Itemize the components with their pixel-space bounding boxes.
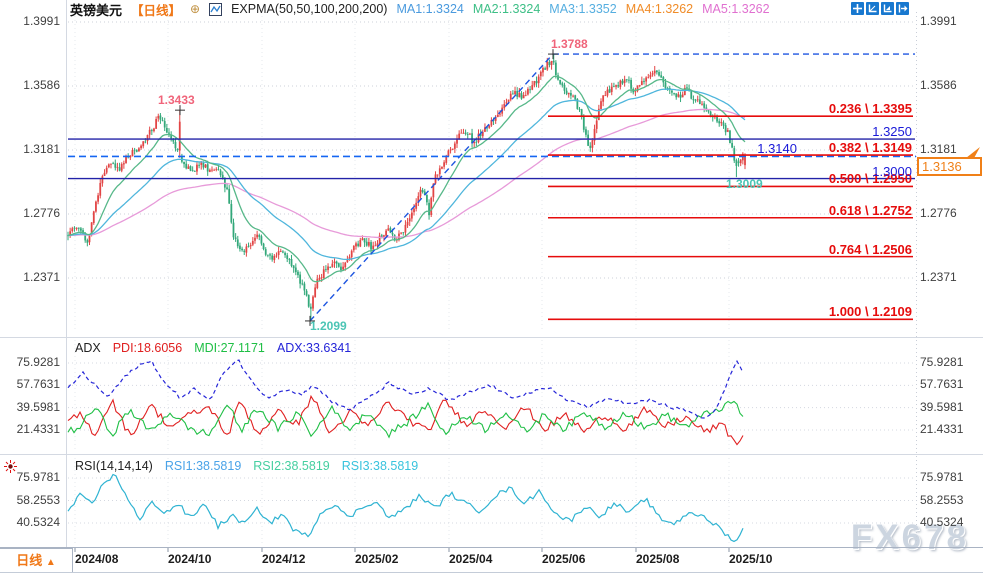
indicator-chart-icon[interactable] — [209, 2, 223, 16]
annotation-major-high: 1.3788 — [551, 37, 588, 51]
main-y-axis-label-left: 1.3586 — [23, 77, 60, 92]
annotation-recent-low: 1.3009 — [726, 177, 763, 191]
adx-value: ADX:33.6341 — [276, 341, 352, 355]
x-axis-label: 2025/10 — [729, 552, 773, 566]
rsi-y-axis-label-left: 58.2553 — [16, 492, 60, 507]
adx-y-axis-label-left: 57.7631 — [16, 377, 60, 392]
x-axis-label: 2025/04 — [449, 552, 493, 566]
adx-y-axis-label-left: 75.9281 — [16, 354, 60, 369]
chart-header: 英镑美元 【日线】 ⊕ EXPMA(50,50,100,200,200) MA1… — [70, 1, 770, 18]
rsi-title[interactable]: RSI(14,14,14) — [75, 459, 153, 473]
indicator-settings-icon[interactable] — [3, 459, 18, 474]
current-price-box: 1.3136 — [917, 157, 982, 176]
main-y-axis-label-left: 1.3181 — [23, 141, 60, 156]
main-y-axis-label-right: 1.3991 — [920, 14, 957, 28]
adx-y-axis-label-right: 57.7631 — [920, 377, 964, 392]
circle-plus-icon[interactable]: ⊕ — [190, 2, 201, 16]
fib-level-label: 0.500 \ 1.2950 — [828, 171, 912, 186]
axis-fit-icon[interactable] — [881, 2, 894, 15]
annotation-major-low: 1.2099 — [310, 319, 347, 333]
rsi3-value: RSI3:38.5819 — [341, 459, 419, 473]
main-y-axis-label-left: 1.2776 — [23, 205, 60, 220]
crosshair-move-icon[interactable] — [851, 2, 864, 15]
adx-y-axis-label-left: 21.4331 — [16, 422, 60, 436]
fib-level-label: 0.618 \ 1.2752 — [828, 203, 912, 218]
rsi-y-axis-label-left: 40.5324 — [16, 515, 60, 529]
adx-y-axis-label-left: 39.5981 — [16, 399, 60, 414]
price-line-label: 1.3250 — [872, 124, 912, 139]
x-axis-label: 2025/08 — [636, 552, 680, 566]
fib-level-label: 0.382 \ 1.3149 — [828, 140, 912, 155]
ma2-value: MA2:1.3324 — [472, 2, 541, 16]
pdi-value: PDI:18.6056 — [112, 341, 183, 355]
x-axis-label: 2025/06 — [542, 552, 586, 566]
fib-level-label: 0.236 \ 1.3395 — [828, 101, 912, 116]
x-axis-label: 2024/08 — [75, 552, 119, 566]
ma5-value: MA5:1.3262 — [702, 2, 770, 16]
indicator-name[interactable]: EXPMA(50,50,100,200,200) — [231, 2, 388, 16]
ma4-value: MA4:1.3262 — [625, 2, 694, 16]
chart-toolbar — [851, 2, 909, 15]
symbol-name: 英镑美元 — [70, 2, 123, 18]
main-y-axis-label-left: 1.2371 — [23, 269, 60, 284]
mdi-value: MDI:27.1171 — [194, 341, 265, 355]
ma1-value: MA1:1.3324 — [396, 2, 464, 16]
main-y-axis-label-left: 1.3991 — [23, 14, 60, 28]
annotation-high: 1.3433 — [158, 93, 195, 107]
watermark: FX678 — [850, 518, 969, 557]
adx-panel-header: ADX PDI:18.6056 MDI:27.1171 ADX:33.6341 — [75, 341, 351, 355]
fib-level-label: 1.000 \ 1.2109 — [828, 304, 912, 319]
pan-right-icon[interactable] — [896, 2, 909, 15]
price-line-label: 1.3000 — [872, 164, 912, 179]
main-y-axis-label-right: 1.3181 — [920, 141, 957, 156]
rsi-y-axis-label-right: 58.2553 — [920, 492, 964, 507]
fib-level-label: 0.764 \ 1.2506 — [828, 242, 912, 257]
tab-daily-label: 日线 — [16, 553, 43, 568]
rsi2-value: RSI2:38.5819 — [253, 459, 330, 473]
rsi-y-axis-label-right: 40.5324 — [920, 515, 964, 529]
tab-arrow-icon: ▲ — [45, 557, 56, 568]
rsi1-value: RSI1:38.5819 — [164, 459, 242, 473]
x-axis-label: 2024/10 — [168, 552, 212, 566]
ma3-value: MA3:1.3352 — [549, 2, 617, 16]
adx-title[interactable]: ADX — [75, 341, 101, 355]
rsi-panel-header: RSI(14,14,14) RSI1:38.5819 RSI2:38.5819 … — [75, 459, 418, 473]
main-y-axis-label-right: 1.2371 — [920, 269, 957, 284]
x-axis-label: 2025/02 — [355, 552, 399, 566]
main-y-axis-label-right: 1.3586 — [920, 77, 957, 92]
adx-y-axis-label-right: 39.5981 — [920, 399, 964, 414]
main-y-axis-label-right: 1.2776 — [920, 205, 957, 220]
timeframe-tag[interactable]: 【日线】 — [131, 3, 182, 18]
x-axis-label: 2024/12 — [262, 552, 306, 566]
price-line-label: 1.3140 — [757, 141, 797, 156]
adx-y-axis-label-right: 75.9281 — [920, 354, 964, 369]
axis-scale-icon[interactable] — [866, 2, 879, 15]
adx-y-axis-label-right: 21.4331 — [920, 422, 964, 436]
tab-daily[interactable]: 日线 ▲ — [0, 548, 73, 572]
rsi-y-axis-label-left: 75.9781 — [16, 470, 60, 484]
rsi-y-axis-label-right: 75.9781 — [920, 470, 964, 484]
